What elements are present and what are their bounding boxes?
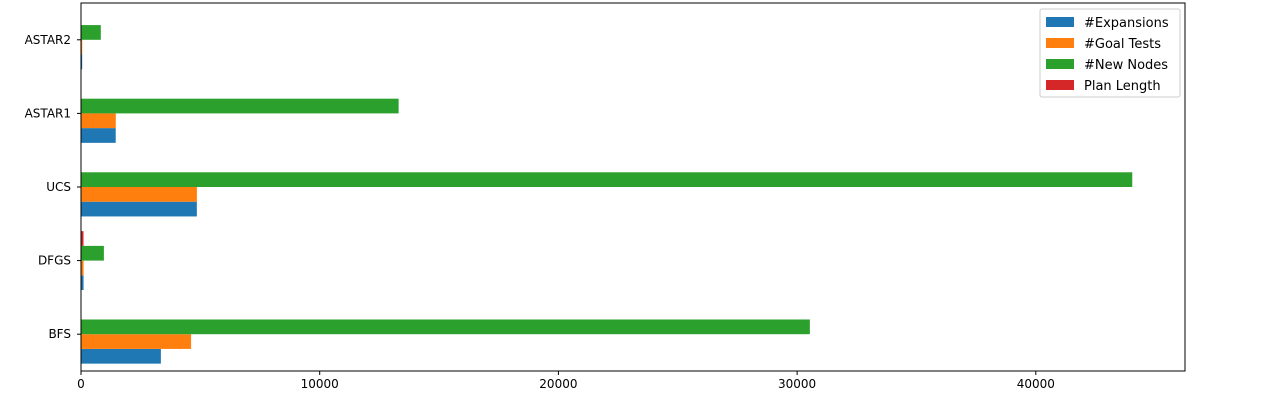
bar-expansions-astar2 [81,54,83,70]
legend-label: #Expansions [1084,16,1169,31]
bar-expansions-bfs [81,348,161,364]
y-tick-label: UCS [46,180,71,194]
legend-box [1039,8,1181,98]
x-tick-label: 40000 [1017,377,1055,391]
bar-goal-tests-dfgs [81,260,84,276]
legend-label: Plan Length [1084,79,1161,94]
bar-new-nodes-astar1 [81,98,399,114]
bar-expansions-ucs [81,201,197,217]
y-tick-label: BFS [48,327,71,341]
bar-expansions-dfgs [81,275,84,291]
bar-new-nodes-bfs [81,319,810,335]
y-tick-label: ASTAR1 [25,106,71,120]
bar-goal-tests-astar2 [81,39,83,55]
x-tick-label: 0 [77,377,85,391]
legend-label: #New Nodes [1084,58,1168,73]
legend-swatch [1046,17,1074,27]
bar-goal-tests-ucs [81,187,197,202]
bar-plan-length-dfgs [81,231,84,246]
bar-new-nodes-dfgs [81,245,104,261]
legend-label: #Goal Tests [1084,37,1161,52]
bar-new-nodes-astar2 [81,25,101,40]
y-tick-label: DFGS [38,254,71,268]
bar-goal-tests-bfs [81,334,192,349]
bar-expansions-astar1 [81,128,116,143]
x-tick-label: 30000 [778,377,816,391]
y-tick-label: ASTAR2 [25,33,71,47]
bar-goal-tests-astar1 [81,113,116,129]
x-tick-label: 10000 [301,377,339,391]
x-tick-label: 20000 [539,377,577,391]
bar-new-nodes-ucs [81,172,1133,187]
legend-swatch [1046,80,1074,90]
legend-swatch [1046,59,1074,69]
legend-swatch [1046,38,1074,48]
